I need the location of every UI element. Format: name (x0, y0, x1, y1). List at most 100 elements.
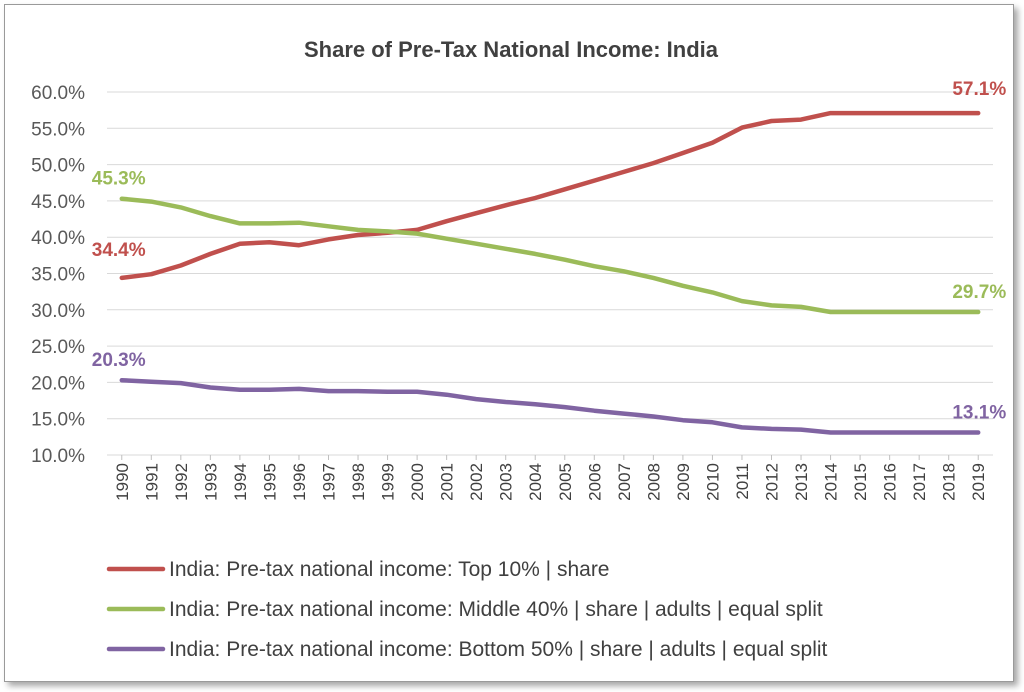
x-tick-label: 2019 (969, 463, 988, 501)
data-point (474, 211, 478, 215)
x-tick-label: 2016 (881, 463, 900, 501)
data-point (829, 310, 833, 314)
data-point (120, 197, 124, 201)
data-point (356, 228, 360, 232)
y-tick-label: 20.0% (31, 373, 85, 394)
data-point (415, 232, 419, 236)
x-tick-label: 2003 (497, 463, 516, 501)
data-point (238, 242, 242, 246)
legend-label: India: Pre-tax national income: Top 10% … (169, 558, 610, 581)
series-line-2 (119, 377, 981, 435)
data-label: 57.1% (952, 79, 1006, 100)
data-point (770, 303, 773, 307)
legend-label: India: Pre-tax national income: Middle 4… (169, 598, 823, 621)
x-tick-label: 1993 (201, 463, 220, 501)
x-tick-label: 2010 (703, 463, 722, 501)
data-point (445, 393, 449, 397)
x-tick-label: 1999 (379, 463, 398, 501)
data-point (356, 389, 360, 393)
data-label: 45.3% (92, 169, 146, 190)
data-point (120, 378, 124, 382)
data-point (445, 219, 449, 223)
data-point (504, 400, 508, 404)
x-tick-label: 2006 (585, 463, 604, 501)
x-tick-label: 2014 (822, 463, 841, 501)
data-point (474, 397, 478, 401)
data-point (267, 221, 271, 225)
data-point (976, 111, 980, 115)
data-point (297, 243, 301, 247)
data-point (858, 310, 862, 314)
x-tick-label: 1996 (290, 463, 309, 501)
y-tick-label: 10.0% (31, 446, 85, 467)
y-tick-label: 15.0% (31, 410, 85, 431)
y-tick-label: 45.0% (31, 192, 85, 213)
legend: India: Pre-tax national income: Top 10% … (106, 558, 828, 661)
data-point (592, 264, 596, 268)
data-point (267, 240, 271, 244)
x-tick-label: 2000 (408, 463, 427, 501)
data-point (386, 229, 390, 233)
data-point (681, 284, 685, 288)
data-point (297, 387, 301, 391)
data-point (592, 179, 596, 183)
chart-title: Share of Pre-Tax National Income: India (304, 37, 719, 62)
x-tick-label: 1991 (142, 463, 161, 501)
data-point (799, 305, 803, 309)
x-tick-label: 2011 (733, 463, 752, 500)
data-point (120, 276, 124, 280)
data-point (474, 242, 478, 246)
x-axis-ticks: 1990 1991 1992 1993 1994 1995 1996 1997 1998 1999… (113, 455, 988, 501)
data-point (415, 390, 419, 394)
data-point (740, 425, 744, 429)
data-point (179, 264, 183, 268)
data-label: 13.1% (952, 402, 1006, 423)
x-tick-label: 2018 (940, 463, 959, 501)
data-point (504, 247, 508, 251)
data-point (327, 224, 330, 228)
data-point (770, 427, 773, 431)
x-tick-label: 1994 (231, 463, 250, 501)
data-point (947, 310, 951, 314)
data-point (710, 141, 714, 145)
x-tick-label: 1990 (113, 463, 132, 501)
data-point (829, 111, 833, 115)
data-point (504, 203, 508, 207)
data-point (651, 415, 655, 419)
data-label: 20.3% (92, 350, 146, 371)
data-point (238, 221, 242, 225)
data-point (179, 381, 183, 385)
x-tick-label: 1997 (320, 463, 339, 501)
data-point (386, 390, 390, 394)
x-tick-label: 2008 (644, 463, 663, 501)
data-point (681, 418, 685, 422)
data-point (533, 252, 537, 256)
x-tick-label: 2009 (674, 463, 693, 501)
data-point (533, 402, 537, 406)
x-tick-label: 1995 (260, 463, 279, 501)
series-line-0 (119, 110, 981, 281)
x-tick-label: 2007 (615, 463, 634, 501)
x-tick-label: 2001 (438, 463, 457, 501)
data-point (888, 430, 892, 434)
data-point (770, 119, 773, 123)
data-point (208, 252, 212, 256)
x-tick-label: 2012 (763, 463, 782, 501)
data-point (888, 310, 892, 314)
data-labels: 34.4% 57.1% 45.3% 29.7% 20.3% 13.1% (92, 79, 1007, 423)
data-point (622, 269, 626, 273)
y-tick-label: 50.0% (31, 156, 85, 177)
data-point (917, 111, 921, 115)
data-point (799, 428, 803, 432)
data-point (799, 118, 803, 122)
y-tick-label: 60.0% (31, 83, 85, 104)
data-point (858, 111, 862, 115)
data-label: 34.4% (92, 240, 146, 261)
data-point (651, 276, 655, 280)
data-point (858, 430, 862, 434)
data-point (238, 388, 242, 392)
data-point (917, 430, 921, 434)
data-point (327, 237, 330, 241)
y-tick-label: 55.0% (31, 119, 85, 140)
data-point (327, 389, 330, 393)
